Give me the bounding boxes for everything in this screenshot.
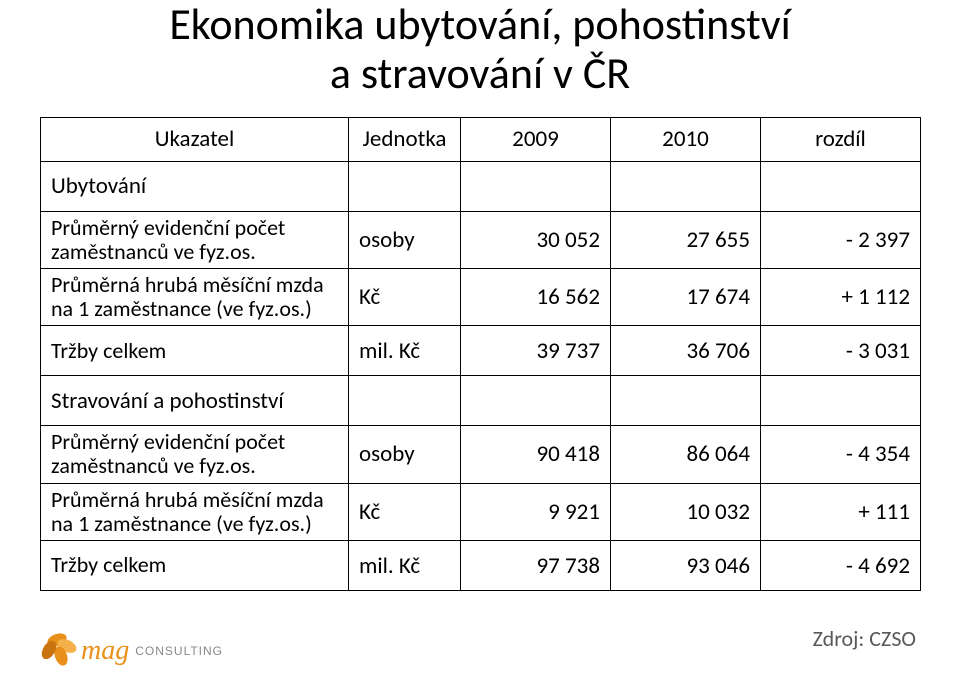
data-table: Ukazatel Jednotka 2009 2010 rozdíl Ubyto… <box>40 117 921 592</box>
col-2009: 2009 <box>461 117 611 161</box>
logo-icon <box>35 634 79 668</box>
page-title: Ekonomika ubytování, pohostinství a stra… <box>0 0 960 99</box>
row-diff: - 4 354 <box>761 426 921 483</box>
row-unit: mil. Kč <box>349 326 461 376</box>
title-line-1: Ekonomika ubytování, pohostinství <box>169 0 790 51</box>
logo-text-caps: CONSULTING <box>135 644 223 658</box>
col-2010: 2010 <box>611 117 761 161</box>
section-label: Stravování a pohostinství <box>41 376 349 426</box>
row-2010: 93 046 <box>611 541 761 591</box>
blank-cell <box>761 376 921 426</box>
row-2009: 16 562 <box>461 268 611 325</box>
row-diff: - 4 692 <box>761 541 921 591</box>
row-2010: 86 064 <box>611 426 761 483</box>
table-row: Průměrná hrubá měsíční mzda na 1 zaměstn… <box>41 268 921 325</box>
row-label-line: Průměrná hrubá měsíční mzda <box>51 271 324 298</box>
blank-cell <box>611 161 761 211</box>
blank-cell <box>349 161 461 211</box>
data-table-wrap: Ukazatel Jednotka 2009 2010 rozdíl Ubyto… <box>40 117 920 592</box>
row-label-line: zaměstnanců ve fyz.os. <box>51 452 256 479</box>
table-header-row: Ukazatel Jednotka 2009 2010 rozdíl <box>41 117 921 161</box>
row-unit: osoby <box>349 426 461 483</box>
row-2010: 10 032 <box>611 483 761 540</box>
row-label-line: Průměrná hrubá měsíční mzda <box>51 486 324 513</box>
col-rozdil: rozdíl <box>761 117 921 161</box>
row-2009: 97 738 <box>461 541 611 591</box>
row-unit: mil. Kč <box>349 541 461 591</box>
table-row: Tržby celkem mil. Kč 97 738 93 046 - 4 6… <box>41 541 921 591</box>
row-label-line: zaměstnanců ve fyz.os. <box>51 238 256 265</box>
row-label-line: na 1 zaměstnance (ve fyz.os.) <box>51 510 312 537</box>
blank-cell <box>761 161 921 211</box>
table-row: Průměrná hrubá měsíční mzda na 1 zaměstn… <box>41 483 921 540</box>
row-2009: 30 052 <box>461 211 611 268</box>
section-row: Ubytování <box>41 161 921 211</box>
blank-cell <box>611 376 761 426</box>
row-2010: 36 706 <box>611 326 761 376</box>
table-row: Tržby celkem mil. Kč 39 737 36 706 - 3 0… <box>41 326 921 376</box>
row-label: Průměrná hrubá měsíční mzda na 1 zaměstn… <box>41 483 349 540</box>
row-unit: Kč <box>349 268 461 325</box>
logo: mag CONSULTING <box>35 634 223 668</box>
col-jednotka: Jednotka <box>349 117 461 161</box>
row-label: Tržby celkem <box>41 326 349 376</box>
row-label: Tržby celkem <box>41 541 349 591</box>
blank-cell <box>461 161 611 211</box>
row-unit: Kč <box>349 483 461 540</box>
row-diff: - 2 397 <box>761 211 921 268</box>
row-label-line: Průměrný evidenční počet <box>51 428 285 455</box>
col-ukazatel: Ukazatel <box>41 117 349 161</box>
source-label: Zdroj: CZSO <box>813 625 916 652</box>
row-label: Průměrná hrubá měsíční mzda na 1 zaměstn… <box>41 268 349 325</box>
row-2009: 39 737 <box>461 326 611 376</box>
row-unit: osoby <box>349 211 461 268</box>
footer: mag CONSULTING Zdroj: CZSO <box>0 612 960 672</box>
row-diff: - 3 031 <box>761 326 921 376</box>
row-label-line: Průměrný evidenční počet <box>51 214 285 241</box>
row-label: Průměrný evidenční počet zaměstnanců ve … <box>41 426 349 483</box>
row-2010: 17 674 <box>611 268 761 325</box>
row-2009: 9 921 <box>461 483 611 540</box>
row-diff: + 111 <box>761 483 921 540</box>
title-line-2: a stravování v ČR <box>330 46 630 100</box>
blank-cell <box>461 376 611 426</box>
row-label: Průměrný evidenční počet zaměstnanců ve … <box>41 211 349 268</box>
table-row: Průměrný evidenční počet zaměstnanců ve … <box>41 426 921 483</box>
section-row: Stravování a pohostinství <box>41 376 921 426</box>
row-label-line: na 1 zaměstnance (ve fyz.os.) <box>51 295 312 322</box>
row-2009: 90 418 <box>461 426 611 483</box>
row-diff: + 1 112 <box>761 268 921 325</box>
logo-text-script: mag <box>81 635 129 667</box>
row-2010: 27 655 <box>611 211 761 268</box>
table-row: Průměrný evidenční počet zaměstnanců ve … <box>41 211 921 268</box>
blank-cell <box>349 376 461 426</box>
section-label: Ubytování <box>41 161 349 211</box>
